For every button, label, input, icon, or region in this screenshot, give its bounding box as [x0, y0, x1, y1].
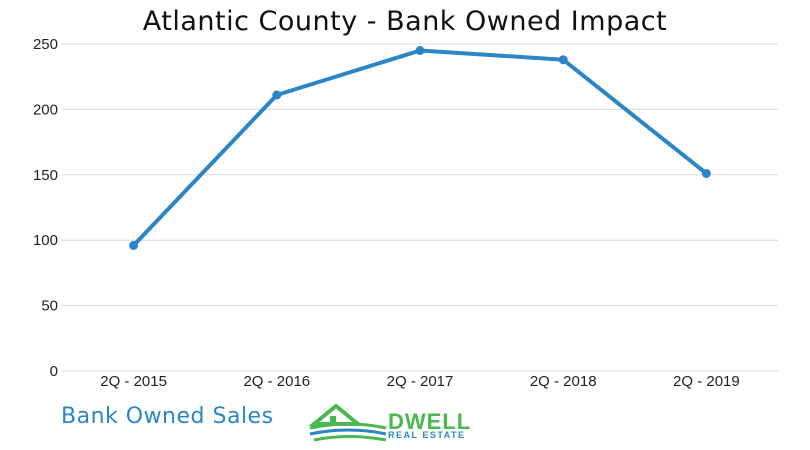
logo-subtitle: REAL ESTATE: [388, 430, 466, 440]
series-line: [132, 48, 708, 247]
series-bank-owned-sales: [129, 46, 711, 250]
x-tick-label: 2Q - 2018: [530, 373, 597, 390]
chart-title: Atlantic County - Bank Owned Impact: [142, 6, 668, 37]
house-logo-icon: [308, 403, 387, 442]
x-tick-label: 2Q - 2016: [243, 373, 310, 390]
y-tick-label: 0: [50, 363, 58, 380]
y-tick-label: 100: [33, 232, 58, 249]
gridlines: [62, 43, 778, 372]
x-tick-label: 2Q - 2015: [100, 373, 167, 390]
data-point: [129, 240, 139, 250]
x-tick-label: 2Q - 2019: [673, 373, 740, 390]
y-tick-label: 200: [33, 101, 58, 118]
data-point: [415, 46, 425, 56]
data-point: [272, 90, 282, 100]
series-legend-label: Bank Owned Sales: [61, 404, 274, 429]
x-tick-label: 2Q - 2017: [387, 373, 454, 390]
x-axis-ticks: 2Q - 2015 2Q - 2016 2Q - 2017 2Q - 2018 2Q -…: [100, 373, 740, 390]
y-tick-label: 50: [41, 298, 58, 315]
y-axis-ticks: 0 50 100 150 200 250: [33, 36, 58, 380]
y-tick-label: 250: [33, 36, 58, 53]
data-point: [701, 168, 711, 178]
data-point: [558, 55, 568, 65]
y-tick-label: 150: [33, 167, 58, 184]
logo-wordmark: DWELL: [388, 409, 472, 434]
dwell-logo: DWELL REAL ESTATE: [308, 402, 490, 444]
